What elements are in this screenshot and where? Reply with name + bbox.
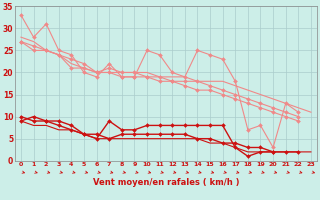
X-axis label: Vent moyen/en rafales ( km/h ): Vent moyen/en rafales ( km/h ) [93,178,239,187]
